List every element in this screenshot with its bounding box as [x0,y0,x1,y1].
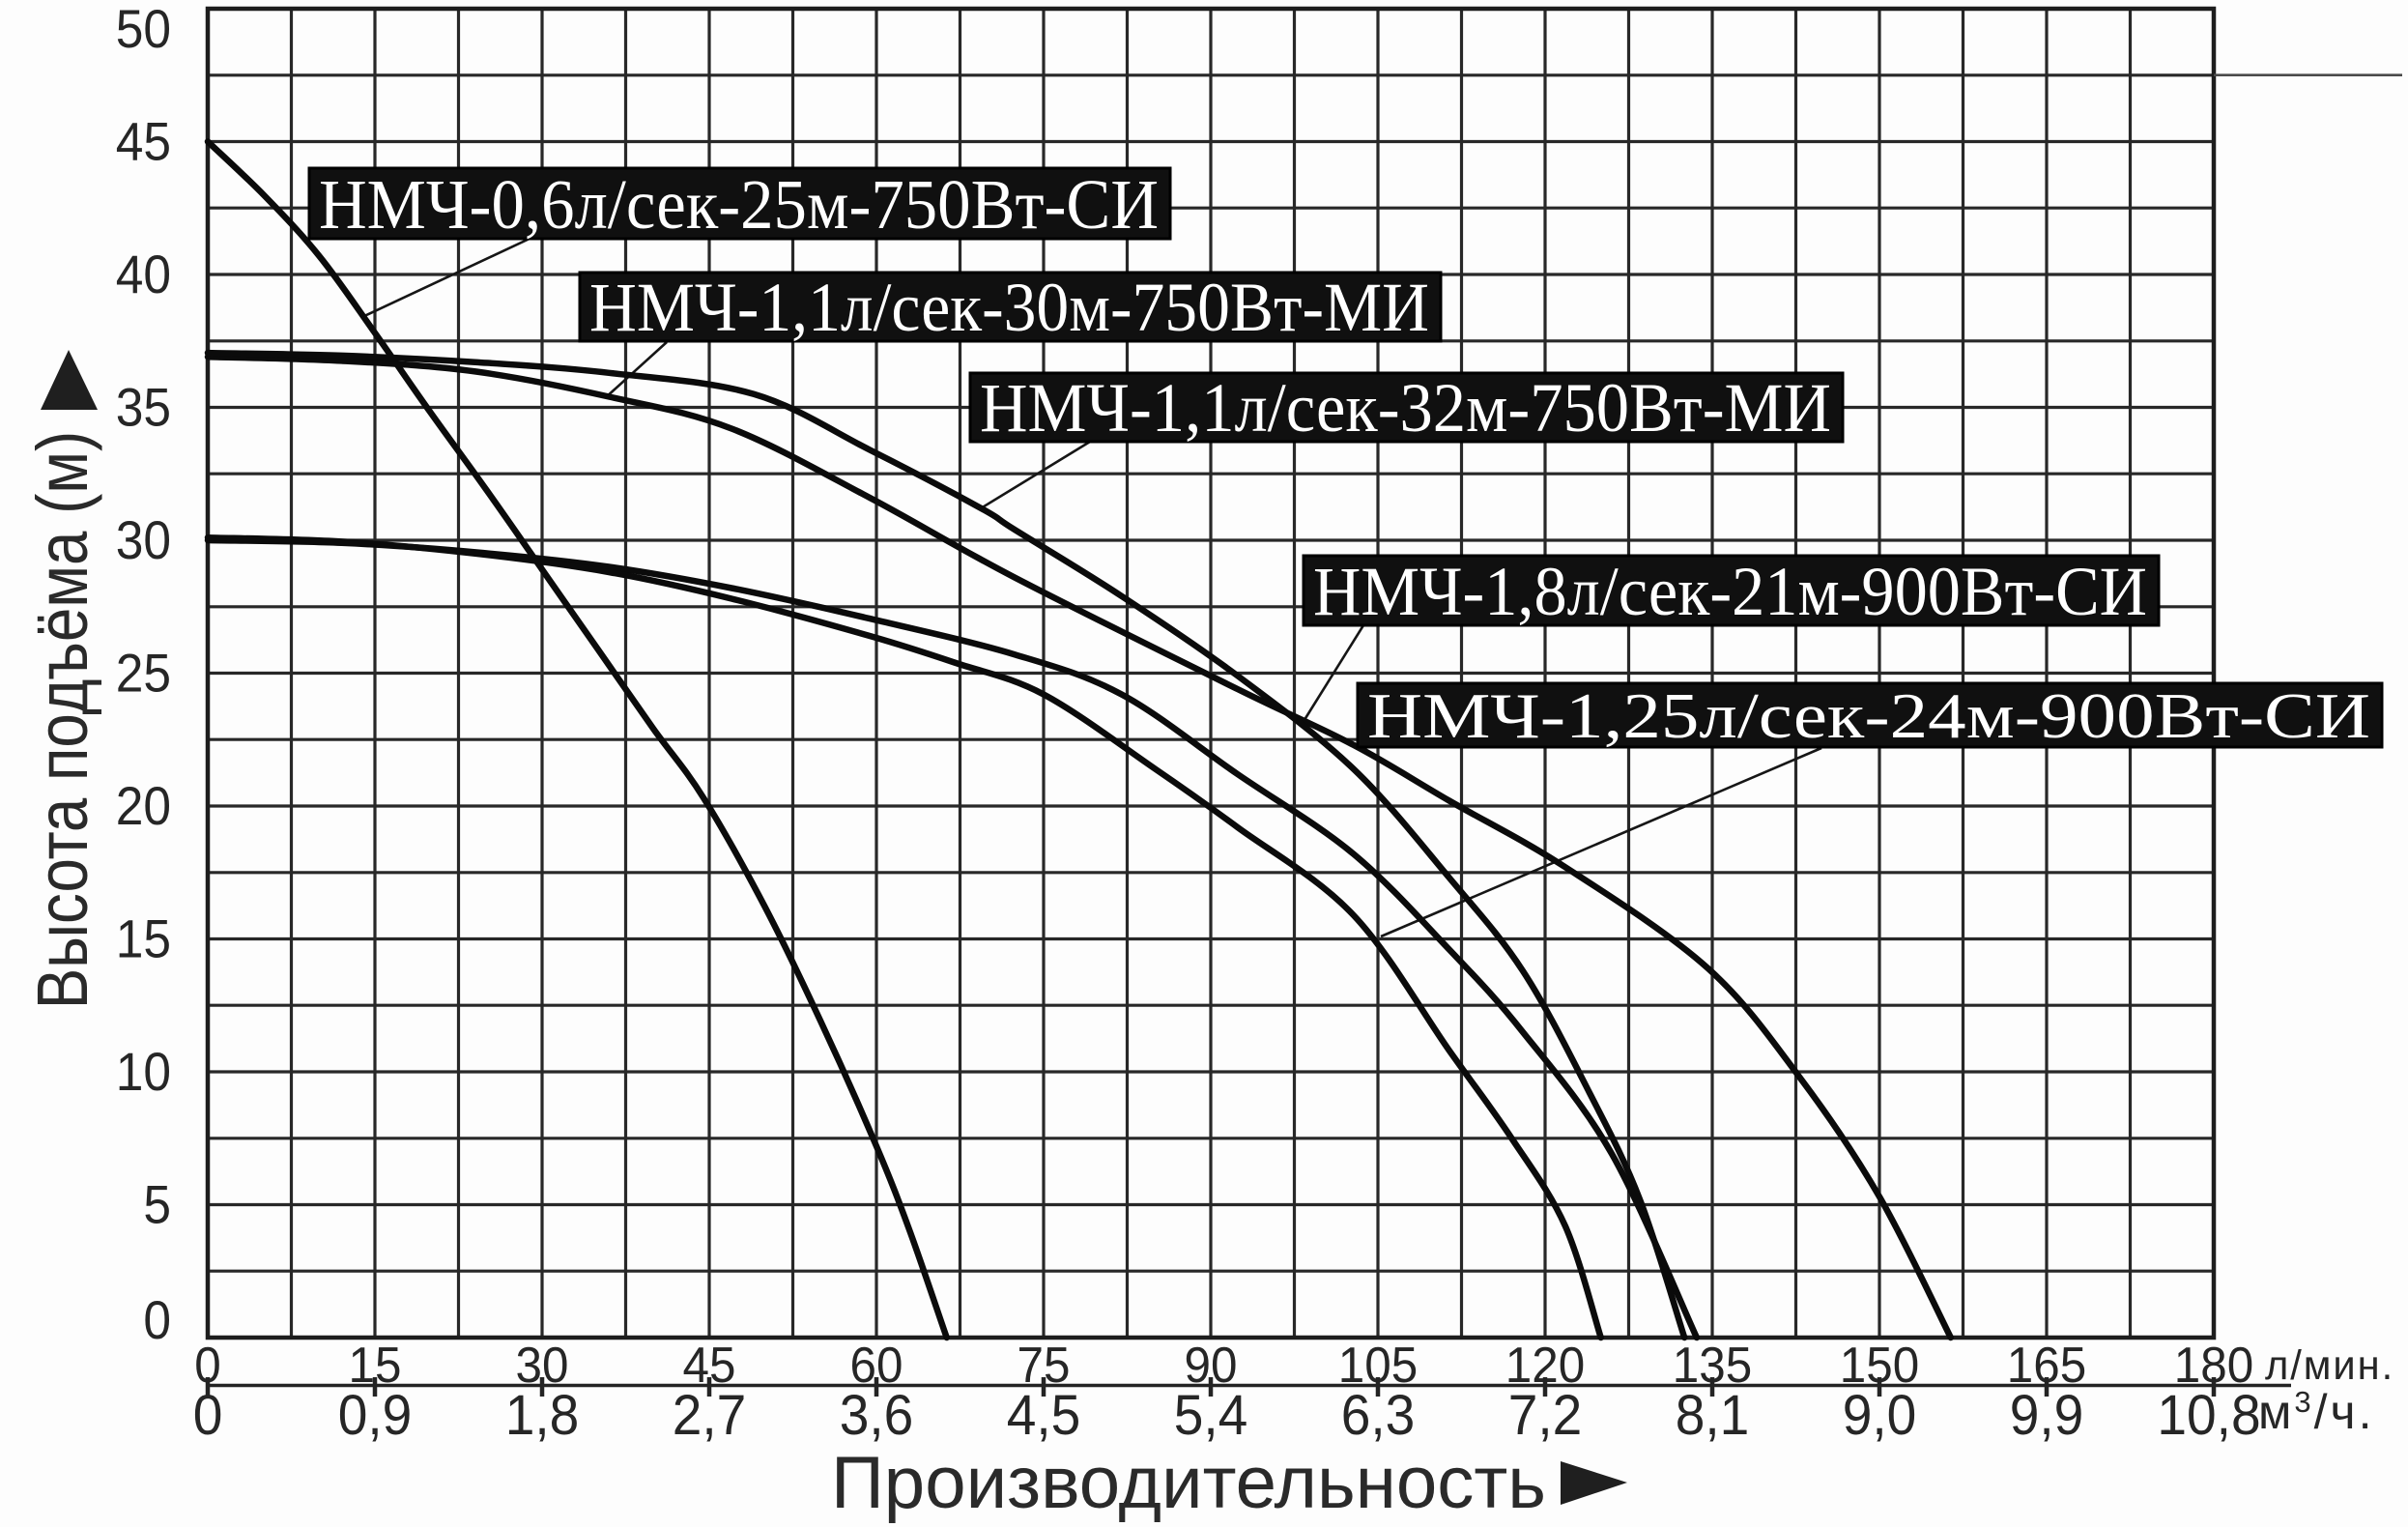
svg-text:6,3: 6,3 [1341,1384,1416,1447]
svg-text:15: 15 [116,909,171,969]
svg-text:0: 0 [143,1290,171,1350]
svg-text:5: 5 [143,1175,171,1235]
svg-text:5,4: 5,4 [1174,1384,1248,1447]
svg-text:8,1: 8,1 [1676,1384,1750,1447]
svg-text:9,0: 9,0 [1843,1384,1917,1447]
svg-text:25: 25 [116,644,171,704]
svg-text:7,2: 7,2 [1508,1384,1583,1447]
svg-text:30: 30 [116,510,171,570]
svg-text:35: 35 [116,378,171,438]
svg-text:0,9: 0,9 [338,1384,413,1447]
svg-text:45: 45 [116,112,171,172]
svg-text:2,7: 2,7 [673,1384,747,1447]
svg-text:НМЧ-1,25л/сек-24м-900Вт-СИ: НМЧ-1,25л/сек-24м-900Вт-СИ [1367,680,2370,752]
svg-text:40: 40 [116,245,171,304]
svg-text:0: 0 [193,1384,223,1447]
svg-text:л/мин.: л/мин. [2265,1341,2394,1388]
svg-text:3,6: 3,6 [840,1384,914,1447]
svg-text:НМЧ-1,1л/сек-30м-750Вт-МИ: НМЧ-1,1л/сек-30м-750Вт-МИ [589,269,1429,346]
svg-text:1,8: 1,8 [505,1384,580,1447]
svg-text:м3/ч.: м3/ч. [2258,1385,2374,1439]
svg-text:50: 50 [116,0,171,59]
svg-text:Высота подъёма (м): Высота подъёма (м) [23,431,103,1009]
svg-text:НМЧ-1,8л/сек-21м-900Вт-СИ: НМЧ-1,8л/сек-21м-900Вт-СИ [1313,553,2147,630]
svg-text:Производительность: Производительность [831,1442,1546,1524]
svg-text:20: 20 [116,776,171,836]
svg-text:9,9: 9,9 [2010,1384,2084,1447]
svg-text:НМЧ-1,1л/сек-32м-750Вт-МИ: НМЧ-1,1л/сек-32м-750Вт-МИ [980,369,1831,447]
svg-text:10,8: 10,8 [2157,1384,2260,1447]
svg-text:НМЧ-0,6л/сек-25м-750Вт-СИ: НМЧ-0,6л/сек-25м-750Вт-СИ [319,165,1159,244]
svg-text:4,5: 4,5 [1007,1384,1081,1447]
svg-text:10: 10 [116,1042,171,1102]
